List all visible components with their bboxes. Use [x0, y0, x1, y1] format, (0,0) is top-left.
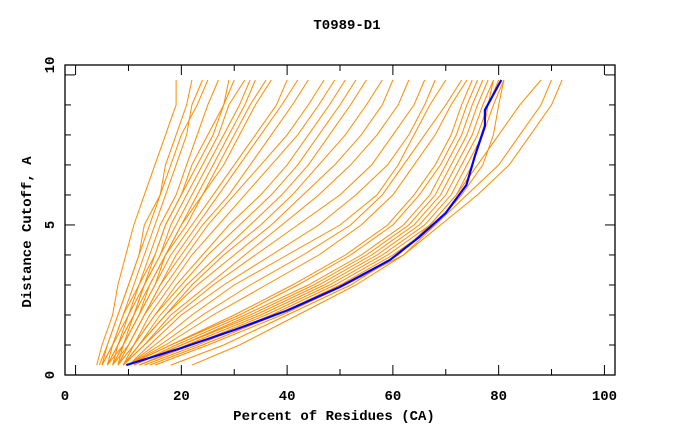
model-line-1: [96, 80, 177, 366]
y-axis-label: Distance Cutoff, A: [20, 156, 36, 308]
model-line-6: [106, 79, 246, 366]
model-line-23: [128, 79, 463, 366]
model-line-21: [128, 79, 436, 366]
chart-title: T0989-D1: [313, 18, 380, 34]
x-tick-label: 20: [173, 389, 190, 405]
model-line-28: [133, 79, 489, 366]
model-line-19: [122, 79, 410, 366]
model-line-35: [191, 79, 505, 366]
x-tick-label: 60: [384, 389, 401, 405]
model-line-26: [128, 79, 478, 366]
model-line-13: [117, 79, 336, 366]
model-line-16: [122, 79, 367, 366]
x-tick-label: 40: [279, 389, 296, 405]
model-line-18: [122, 79, 394, 366]
y-tick-label: 0: [43, 371, 59, 379]
model-line-25: [128, 79, 473, 366]
model-line-40: [117, 79, 267, 366]
model-line-24: [128, 79, 468, 366]
model-line-5: [106, 79, 235, 366]
plot-area: [96, 79, 563, 367]
model-line-22: [128, 79, 447, 366]
y-tick-label: 10: [43, 57, 59, 74]
axes: 0 20 40 60 80 100 0 5 10: [43, 57, 617, 405]
model-line-11: [117, 79, 309, 366]
model-line-37: [101, 79, 209, 366]
model-line-31: [138, 79, 505, 366]
x-tick-label: 100: [592, 389, 617, 405]
model-line-39: [112, 79, 251, 366]
x-tick-label: 0: [61, 389, 69, 405]
model-line-29: [133, 79, 494, 366]
model-line-34: [154, 79, 563, 366]
model-line-27: [133, 79, 484, 366]
model-line-4: [101, 79, 219, 366]
model-line-30: [138, 79, 500, 366]
model-line-14: [117, 79, 346, 366]
model-line-20: [122, 79, 426, 366]
y-tick-label: 5: [43, 221, 59, 229]
model-line-15: [122, 79, 357, 366]
model-line-38: [106, 79, 230, 366]
model-line-12: [117, 79, 325, 366]
model-line-9: [112, 79, 288, 366]
x-tick-label: 80: [490, 389, 507, 405]
highlight-line: [125, 79, 503, 367]
x-axis-label: Percent of Residues (CA): [233, 409, 435, 425]
